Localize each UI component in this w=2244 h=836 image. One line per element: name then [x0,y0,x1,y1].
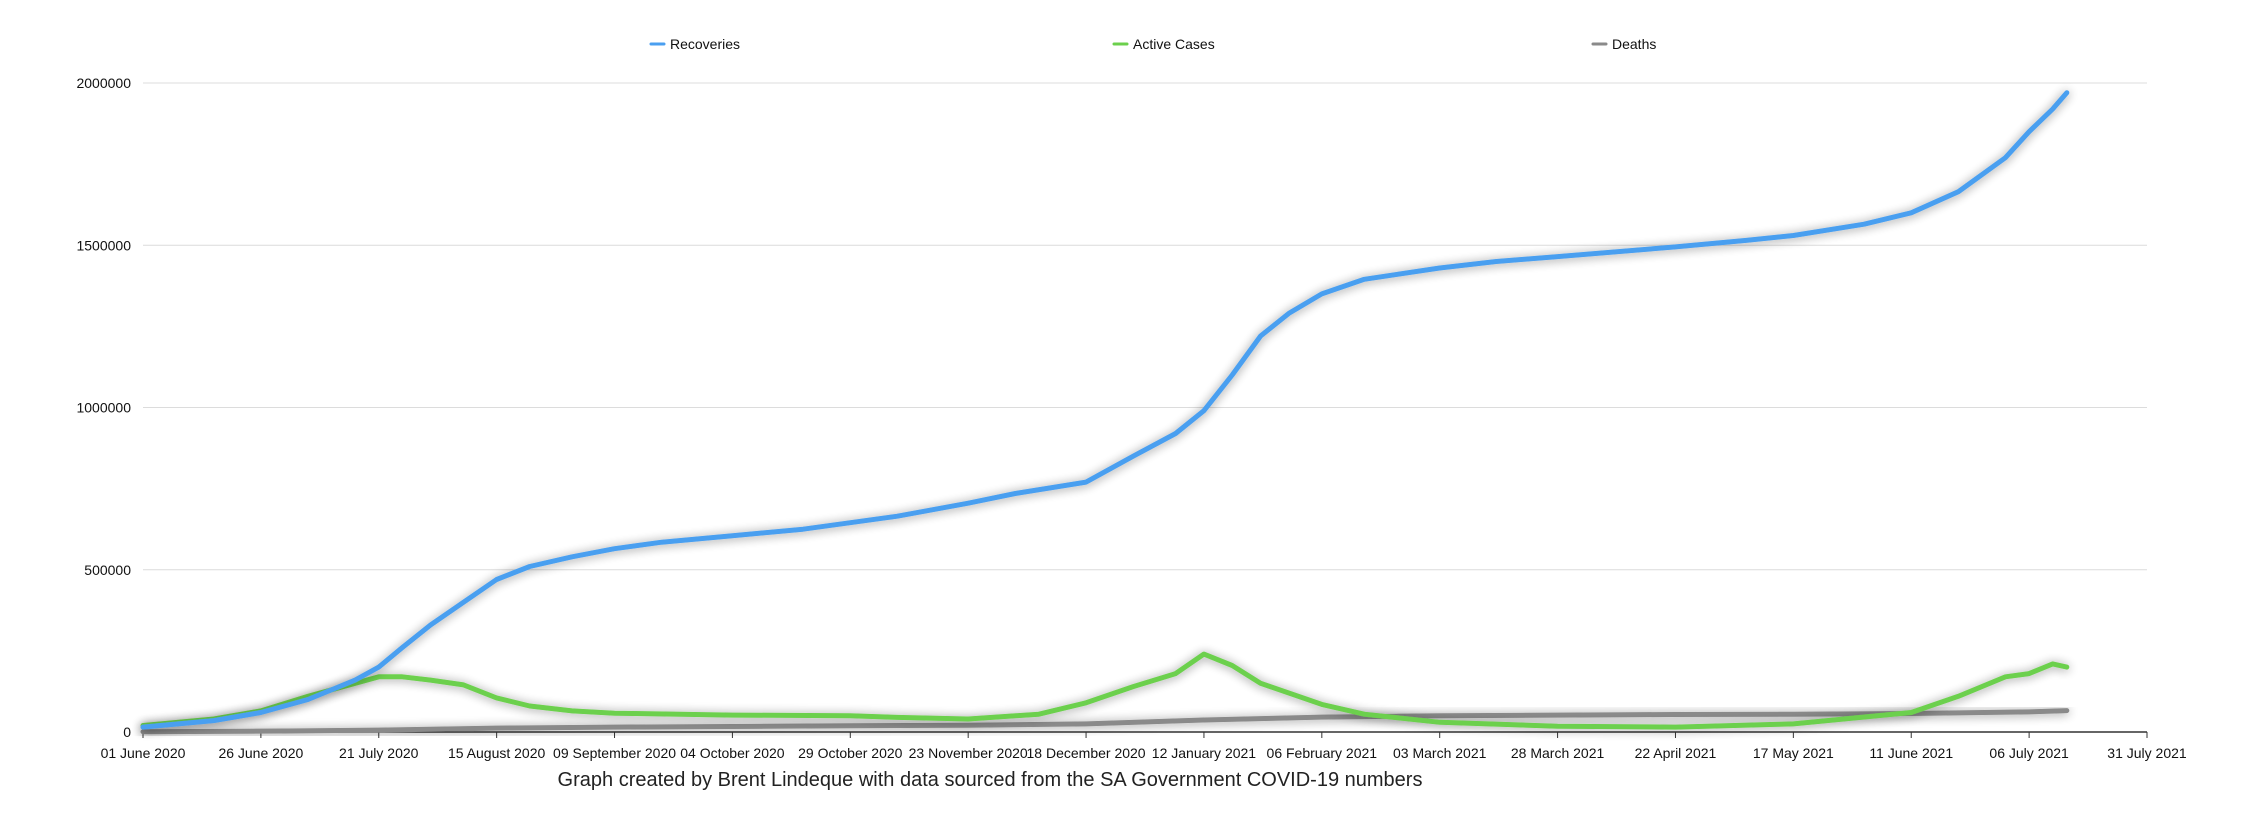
legend-label: Deaths [1612,36,1656,52]
x-tick-label: 29 October 2020 [798,745,903,761]
legend-item-deaths: Deaths [1591,36,1656,52]
x-tick-label: 01 June 2020 [101,745,186,761]
gridlines [143,82,2147,733]
x-tick-label: 22 April 2021 [1635,745,1717,761]
y-tick-label: 0 [123,724,131,740]
x-tick-label: 18 December 2020 [1027,745,1146,761]
legend: Recoveries Active Cases Deaths [649,36,1656,52]
x-tick-label: 11 June 2021 [1869,745,1953,761]
x-tick-label: 21 July 2020 [339,745,419,761]
legend-item-active-cases: Active Cases [1112,36,1215,52]
y-axis-ticks: 0 500000 1000000 1500000 2000000 [76,75,131,740]
legend-item-recoveries: Recoveries [649,36,740,52]
legend-label: Recoveries [670,36,740,52]
x-tick-label: 03 March 2021 [1393,745,1487,761]
x-tick-label: 06 February 2021 [1267,745,1378,761]
x-tick-label: 09 September 2020 [553,745,676,761]
y-tick-label: 1500000 [76,237,131,253]
x-tick-label: 28 March 2021 [1511,745,1605,761]
x-axis-ticks: 01 June 2020 26 June 2020 21 July 2020 15 A… [101,732,2187,761]
y-tick-label: 500000 [84,562,131,578]
x-tick-label: 31 July 2021 [2107,745,2187,761]
y-tick-label: 1000000 [76,400,131,416]
x-tick-label: 17 May 2021 [1753,745,1834,761]
x-tick-label: 23 November 2020 [909,745,1028,761]
legend-label: Active Cases [1133,36,1215,52]
series-lines [140,90,2070,735]
x-tick-label: 26 June 2020 [218,745,303,761]
x-tick-label: 04 October 2020 [680,745,785,761]
chart-caption: Graph created by Brent Lindeque with dat… [558,769,1423,791]
series-line-recoveries [140,90,2070,730]
x-tick-label: 12 January 2021 [1152,745,1257,761]
x-tick-label: 15 August 2020 [448,745,546,761]
series-line-active-cases [140,651,2070,730]
x-tick-label: 06 July 2021 [1989,745,2069,761]
series-line-deaths [140,708,2070,735]
y-tick-label: 2000000 [76,75,131,91]
